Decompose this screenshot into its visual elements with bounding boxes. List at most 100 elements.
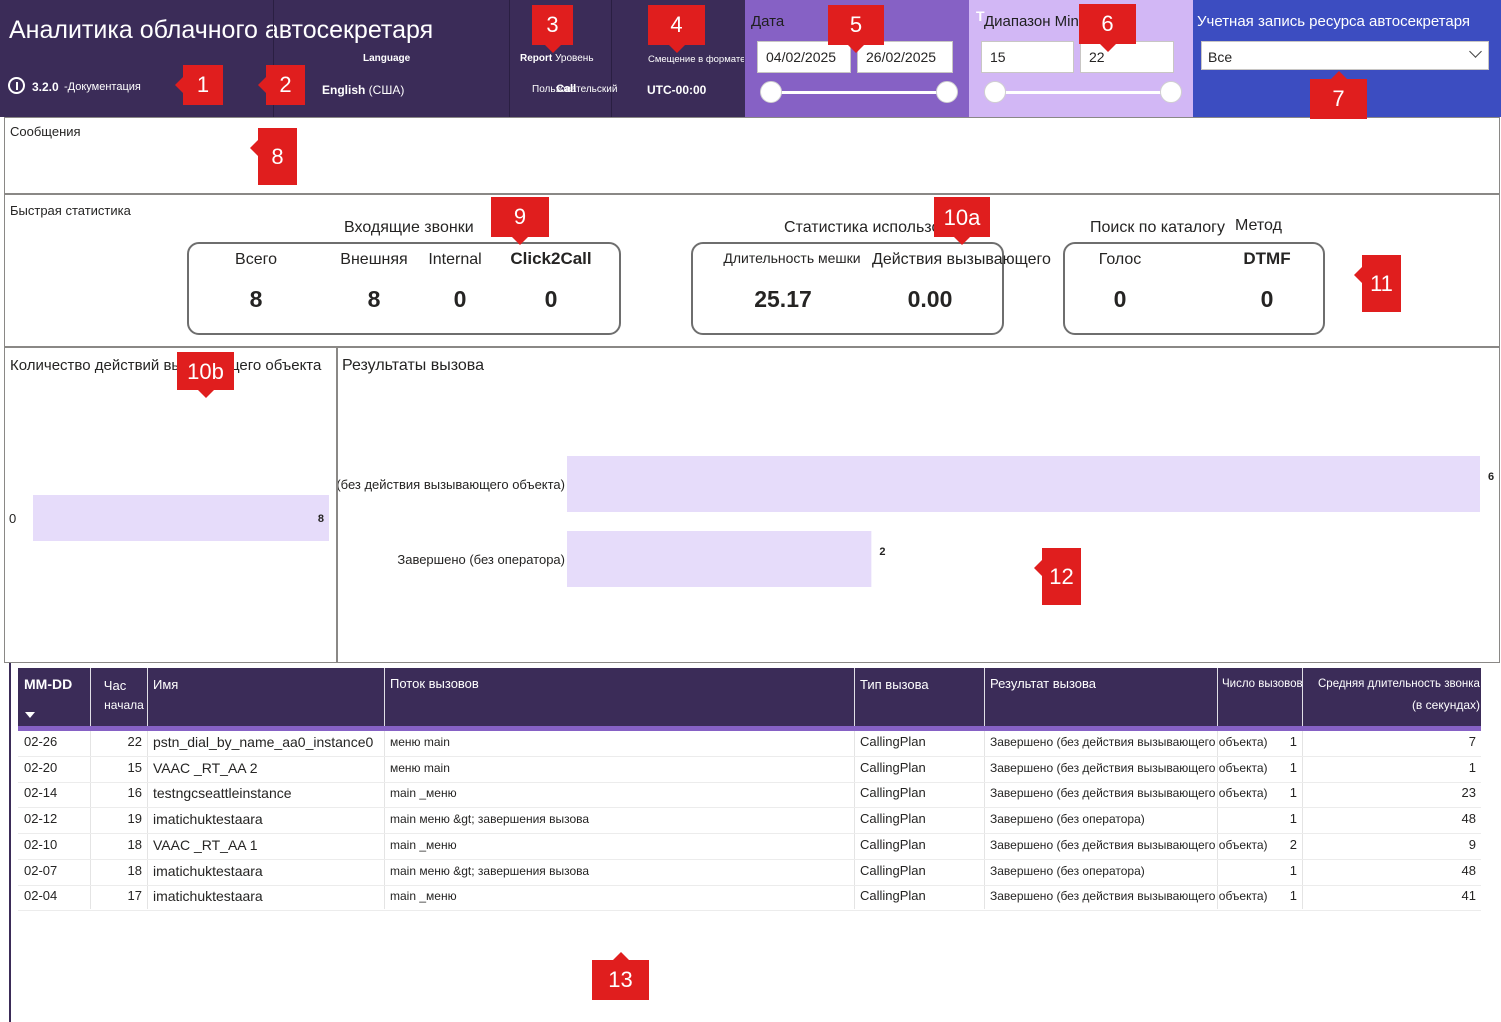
header-col-divider bbox=[384, 668, 385, 726]
col-header-flow[interactable]: Поток вызовов bbox=[390, 676, 479, 691]
date-end-input[interactable]: 26/02/2025 bbox=[857, 41, 953, 73]
date-start-input[interactable]: 04/02/2025 bbox=[757, 41, 851, 73]
col-header-avg[interactable]: Средняя длительность звонка bbox=[1318, 678, 1480, 690]
data-label: 8 bbox=[318, 513, 324, 525]
documentation-link[interactable]: -Документация bbox=[64, 81, 141, 93]
date-slider-start-handle[interactable] bbox=[760, 81, 782, 103]
duration-slider-max-handle[interactable] bbox=[1160, 81, 1182, 103]
cell-avg: 9 bbox=[1468, 836, 1476, 852]
external-calls-label: Внешняя bbox=[340, 251, 408, 268]
messages-title: Сообщения bbox=[10, 124, 81, 139]
cell-result: Завершено (без действия вызывающего объе… bbox=[990, 760, 1268, 775]
header-bar bbox=[0, 0, 745, 117]
directory-search-card bbox=[1063, 242, 1325, 335]
cell-flow: меню main bbox=[390, 735, 450, 749]
language-region: (США) bbox=[365, 83, 405, 97]
internal-calls-label: Internal bbox=[428, 251, 482, 268]
dtmf-search-label: DTMF bbox=[1243, 249, 1291, 268]
col-header-type[interactable]: Тип вызова bbox=[860, 677, 929, 692]
bar bbox=[567, 456, 1480, 512]
app-title: Аналитика облачного автосекретаря bbox=[9, 16, 434, 44]
account-dropdown[interactable]: Все bbox=[1201, 41, 1489, 70]
cell-type: CallingPlan bbox=[860, 734, 926, 749]
table-left-edge bbox=[9, 663, 11, 1022]
data-label: 2 bbox=[879, 546, 885, 558]
report-level-value[interactable]: Пользовательский bbox=[532, 84, 618, 95]
duration-slider-min-handle[interactable] bbox=[984, 81, 1006, 103]
cell-count: 1 bbox=[1289, 888, 1297, 904]
header-divider bbox=[509, 0, 510, 117]
body-col-divider bbox=[1302, 731, 1303, 909]
callout-marker: 5 bbox=[828, 5, 884, 53]
incoming-calls-title: Входящие звонки bbox=[344, 219, 474, 236]
row-divider bbox=[18, 807, 1481, 809]
utc-offset-value[interactable]: UTC-00:00 bbox=[647, 83, 707, 97]
cell-result: Завершено (без действия вызывающего объе… bbox=[990, 837, 1268, 852]
report-level-label: Report Уровень bbox=[520, 53, 594, 64]
body-col-divider bbox=[147, 731, 148, 909]
col-header-hour[interactable]: Час bbox=[103, 678, 127, 693]
cell-count: 1 bbox=[1289, 785, 1297, 801]
cell-count: 1 bbox=[1289, 759, 1297, 775]
date-slider-end-handle[interactable] bbox=[936, 81, 958, 103]
account-filter-label: Учетная запись ресурса автосекретаря bbox=[1197, 13, 1471, 30]
language-label: Language bbox=[363, 53, 411, 64]
cell-result: Завершено (без оператора) bbox=[990, 863, 1145, 878]
table-header-row bbox=[18, 668, 1481, 726]
col-header-name[interactable]: Имя bbox=[153, 677, 179, 692]
category-label: Завершено (без оператора) bbox=[397, 552, 565, 567]
cell-name: VAAC _RT_AA 1 bbox=[153, 836, 258, 853]
total-calls-value: 8 bbox=[249, 286, 263, 312]
cell-flow: меню main bbox=[390, 760, 450, 775]
callout-marker: 2 bbox=[258, 65, 305, 105]
cell-count: 2 bbox=[1289, 836, 1297, 852]
language-selector[interactable]: English (США) bbox=[322, 83, 404, 97]
col-header-avg-line2: (в секундах) bbox=[1411, 698, 1480, 712]
body-col-divider bbox=[90, 731, 91, 909]
body-col-divider bbox=[984, 731, 985, 909]
cell-name: pstn_dial_by_name_aa0_instance0 bbox=[153, 734, 374, 750]
row-divider bbox=[18, 781, 1481, 783]
external-calls-value: 8 bbox=[367, 286, 381, 312]
cell-flow: main _меню bbox=[390, 786, 457, 801]
body-col-divider bbox=[1217, 731, 1218, 909]
row-divider bbox=[18, 756, 1481, 757]
cell-result: Завершено (без действия вызывающего объе… bbox=[990, 786, 1268, 801]
directory-method-label: Метод bbox=[1235, 217, 1282, 234]
sort-desc-icon[interactable] bbox=[25, 712, 35, 718]
callout-marker: 8 bbox=[250, 128, 297, 185]
cell-type: CallingPlan bbox=[860, 811, 926, 827]
call-results-chart: Завершено (без действия вызывающего объе… bbox=[338, 456, 1494, 587]
report-label-rest: Уровень bbox=[552, 53, 594, 64]
cell-date: 02-20 bbox=[24, 759, 58, 775]
callout-marker: 12 bbox=[1034, 548, 1081, 605]
cell-name: imatichuktestaara bbox=[153, 811, 263, 828]
data-label: 6 bbox=[1488, 471, 1494, 483]
col-header-result[interactable]: Результат вызова bbox=[990, 676, 1097, 691]
report-label-bold: Report bbox=[520, 53, 553, 64]
cell-type: CallingPlan bbox=[860, 785, 926, 801]
directory-search-title: Поиск по каталогу bbox=[1090, 219, 1225, 236]
row-divider bbox=[18, 884, 1481, 886]
utc-offset-label: Смещение в формате UTC bbox=[648, 54, 744, 65]
dtmf-search-value: 0 bbox=[1260, 286, 1274, 312]
cell-hour: 22 bbox=[127, 734, 142, 749]
cell-name: testngcseattleinstance bbox=[153, 785, 292, 802]
col-header-count[interactable]: Число вызовов bbox=[1222, 678, 1303, 690]
cell-date: 02-26 bbox=[24, 734, 58, 749]
duration-min-input[interactable]: 15 bbox=[981, 41, 1074, 73]
cell-flow: main _меню bbox=[390, 889, 457, 904]
cell-date: 02-10 bbox=[24, 836, 58, 852]
duration-max-input[interactable]: 22 bbox=[1080, 41, 1174, 73]
header-divider bbox=[273, 0, 274, 117]
click2call-label: Click2Call bbox=[510, 249, 592, 268]
callout-marker: 9 bbox=[491, 197, 549, 245]
body-col-divider bbox=[854, 731, 855, 909]
col-header-date[interactable]: MM-DD bbox=[24, 676, 73, 692]
duration-filter-glyph: T bbox=[976, 8, 985, 24]
cell-hour: 15 bbox=[127, 759, 142, 775]
header-col-divider bbox=[1217, 668, 1218, 726]
header-col-divider bbox=[984, 668, 985, 726]
cell-type: CallingPlan bbox=[860, 836, 926, 852]
